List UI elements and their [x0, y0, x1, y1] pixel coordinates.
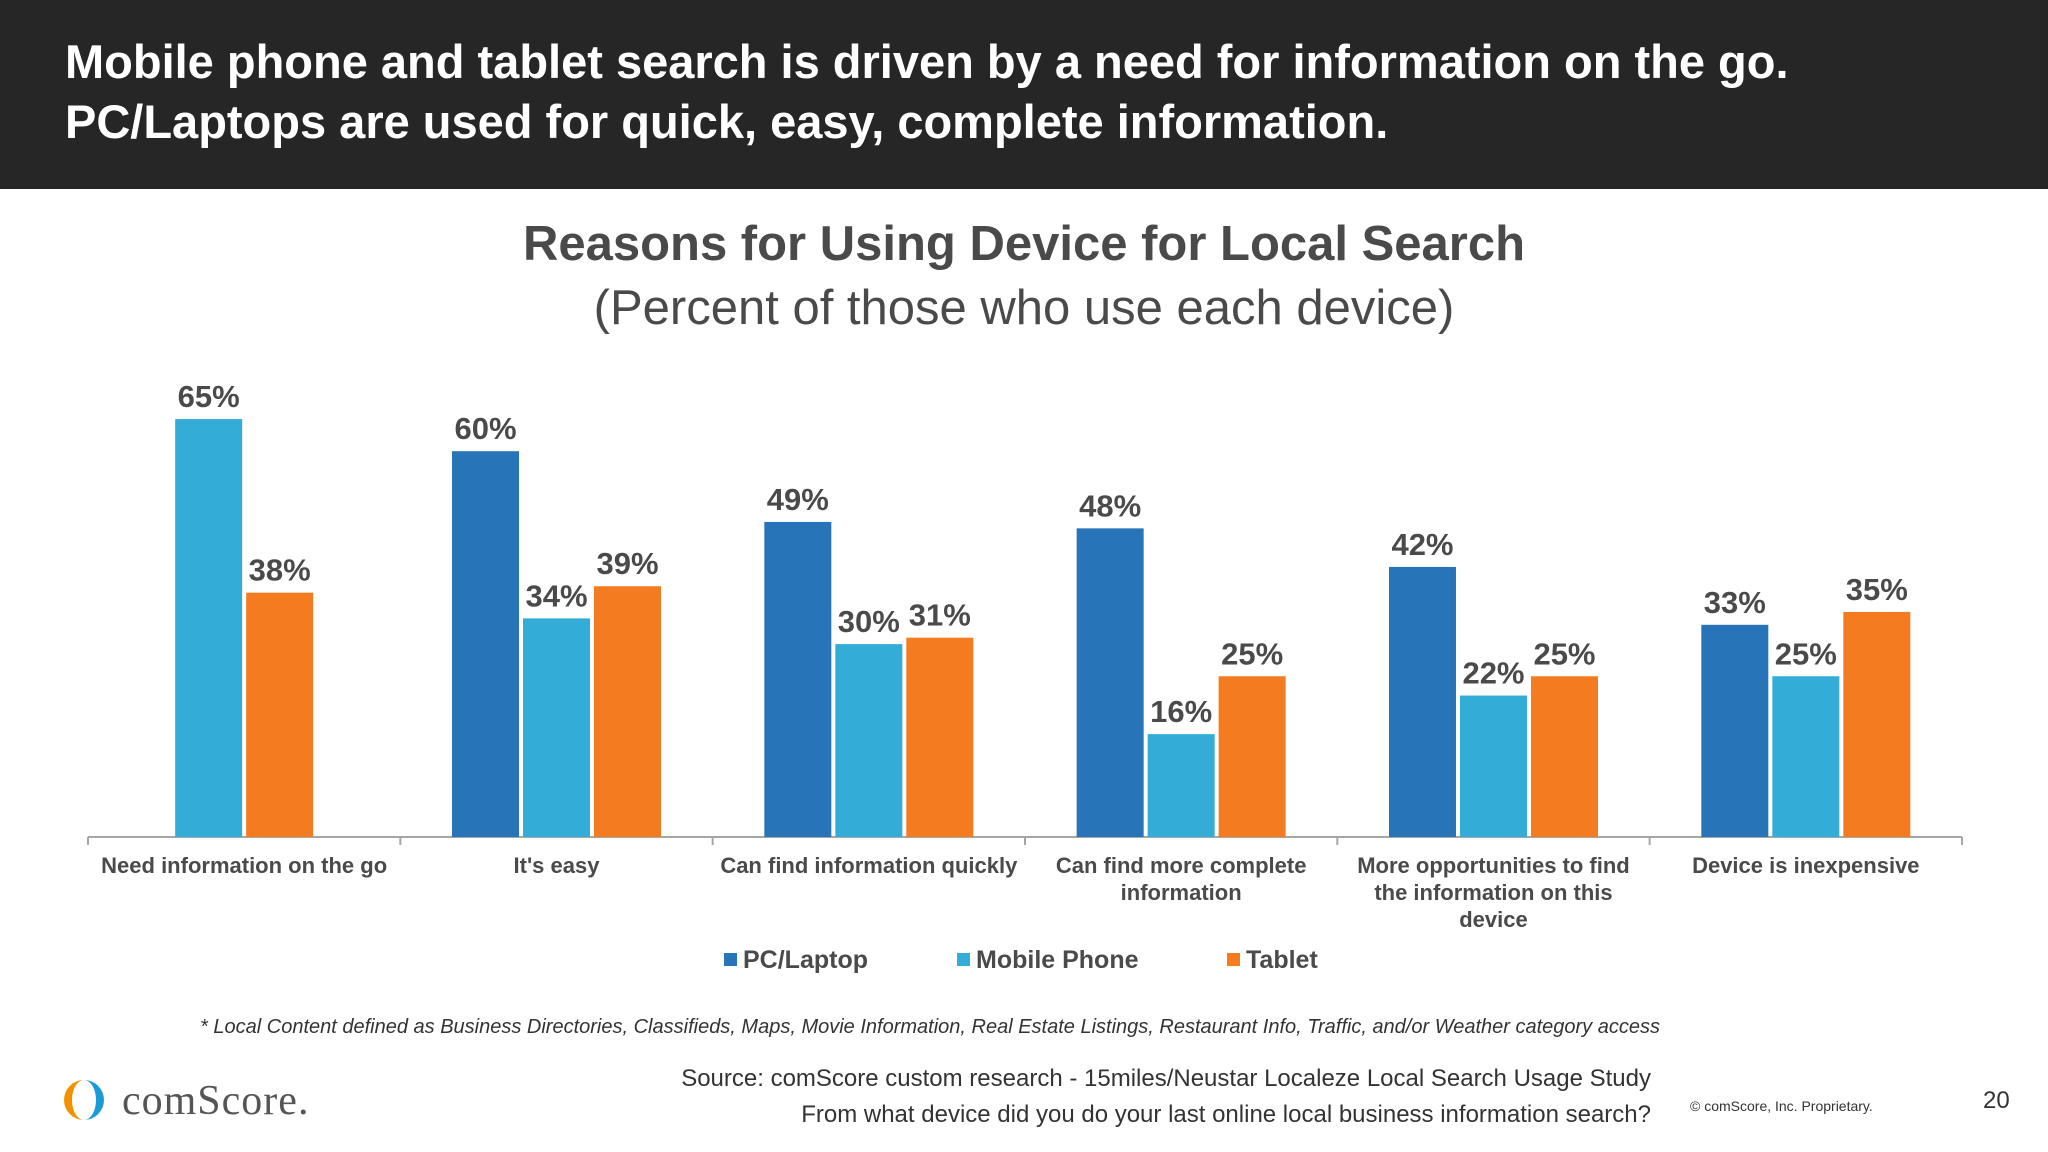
bar-pc-laptop-can-find-more-complete-information — [1076, 528, 1144, 837]
data-label-mobile-phone-more-opportunities-to-find-the-information-on-this-device: 22% — [1462, 656, 1524, 691]
bar-mobile-phone-can-find-more-complete-information — [1147, 734, 1215, 837]
bar-mobile-phone-device-is-inexpensive — [1772, 676, 1840, 837]
bar-tablet-it-s-easy — [593, 586, 661, 837]
footnote: * Local Content defined as Business Dire… — [200, 1016, 1660, 1038]
category-label-can-find-information-quickly: Can find information quickly — [720, 853, 1018, 878]
category-label-device-is-inexpensive: Device is inexpensive — [1692, 853, 1919, 878]
bar-pc-laptop-can-find-information-quickly — [764, 521, 832, 837]
legend-swatch-pc-laptop — [724, 952, 737, 966]
legend-label-mobile-phone: Mobile Phone — [976, 946, 1139, 974]
category-label-can-find-more-complete-information-line-2: information — [1121, 880, 1242, 905]
data-label-mobile-phone-need-information-on-the-go: 65% — [178, 379, 240, 414]
source-line-1: Source: comScore custom research - 15mil… — [681, 1065, 1651, 1092]
bar-tablet-can-find-information-quickly — [906, 637, 974, 837]
category-label-need-information-on-the-go: Need information on the go — [101, 853, 387, 878]
data-label-pc-laptop-can-find-information-quickly: 49% — [767, 482, 829, 517]
bar-pc-laptop-it-s-easy — [451, 451, 519, 837]
data-label-mobile-phone-can-find-more-complete-information: 16% — [1150, 694, 1212, 729]
data-label-pc-laptop-can-find-more-complete-information: 48% — [1079, 488, 1141, 523]
data-label-tablet-device-is-inexpensive: 35% — [1846, 572, 1908, 607]
bar-pc-laptop-more-opportunities-to-find-the-information-on-this-device — [1388, 566, 1456, 837]
headline-line-1: Mobile phone and tablet search is driven… — [65, 35, 1789, 88]
data-label-mobile-phone-device-is-inexpensive: 25% — [1775, 636, 1837, 671]
category-label-more-opportunities-to-find-the-information-on-this-device-line-3: device — [1459, 907, 1528, 932]
category-label-it-s-easy: It's easy — [514, 853, 601, 878]
data-label-tablet-can-find-more-complete-information: 25% — [1221, 636, 1283, 671]
data-label-tablet-can-find-information-quickly: 31% — [909, 598, 971, 633]
source-line-2: From what device did you do your last on… — [801, 1101, 1651, 1128]
bar-mobile-phone-it-s-easy — [522, 618, 590, 837]
bar-tablet-need-information-on-the-go — [246, 592, 314, 837]
headline-line-2: PC/Laptops are used for quick, easy, com… — [65, 95, 1389, 148]
comscore-logo-icon — [64, 1080, 104, 1120]
legend-swatch-tablet — [1227, 952, 1240, 966]
page-number: 20 — [1983, 1087, 2010, 1114]
legend-item-mobile-phone: Mobile Phone — [957, 946, 1139, 975]
legend-swatch-mobile-phone — [957, 952, 970, 966]
bar-pc-laptop-device-is-inexpensive — [1701, 624, 1769, 837]
bar-mobile-phone-more-opportunities-to-find-the-information-on-this-device — [1459, 695, 1527, 837]
data-label-tablet-more-opportunities-to-find-the-information-on-this-device: 25% — [1533, 636, 1595, 671]
legend-item-pc-laptop: PC/Laptop — [724, 946, 868, 975]
bar-tablet-more-opportunities-to-find-the-information-on-this-device — [1530, 676, 1598, 837]
chart-legend: PC/Laptop Mobile Phone Tablet — [0, 946, 2048, 976]
data-label-pc-laptop-more-opportunities-to-find-the-information-on-this-device: 42% — [1391, 527, 1453, 562]
bar-tablet-device-is-inexpensive — [1843, 611, 1911, 837]
bar-mobile-phone-need-information-on-the-go — [175, 419, 243, 837]
copyright: © comScore, Inc. Proprietary. — [1690, 1098, 1873, 1114]
category-label-more-opportunities-to-find-the-information-on-this-device-line-2: the information on this — [1374, 880, 1612, 905]
data-label-pc-laptop-device-is-inexpensive: 33% — [1704, 585, 1766, 620]
category-label-can-find-more-complete-information-line-1: Can find more complete — [1056, 853, 1307, 878]
comscore-logo: comScore. — [122, 1077, 309, 1125]
bar-tablet-can-find-more-complete-information — [1218, 676, 1286, 837]
chart-subtitle: (Percent of those who use each device) — [593, 281, 1455, 335]
data-label-mobile-phone-can-find-information-quickly: 30% — [838, 604, 900, 639]
legend-item-tablet: Tablet — [1227, 946, 1318, 975]
legend-label-tablet: Tablet — [1246, 946, 1318, 974]
data-label-pc-laptop-it-s-easy: 60% — [454, 411, 516, 446]
title-banner: Mobile phone and tablet search is driven… — [0, 0, 2048, 189]
chart-title: Reasons for Using Device for Local Searc… — [522, 217, 1526, 271]
logo-wordmark: comScore. — [122, 1078, 310, 1124]
bar-mobile-phone-can-find-information-quickly — [835, 644, 903, 837]
data-label-tablet-need-information-on-the-go: 38% — [249, 553, 311, 588]
data-label-tablet-it-s-easy: 39% — [596, 546, 658, 581]
legend-label-pc-laptop: PC/Laptop — [743, 946, 868, 974]
data-label-mobile-phone-it-s-easy: 34% — [525, 578, 587, 613]
category-label-more-opportunities-to-find-the-information-on-this-device-line-1: More opportunities to find — [1357, 853, 1630, 878]
